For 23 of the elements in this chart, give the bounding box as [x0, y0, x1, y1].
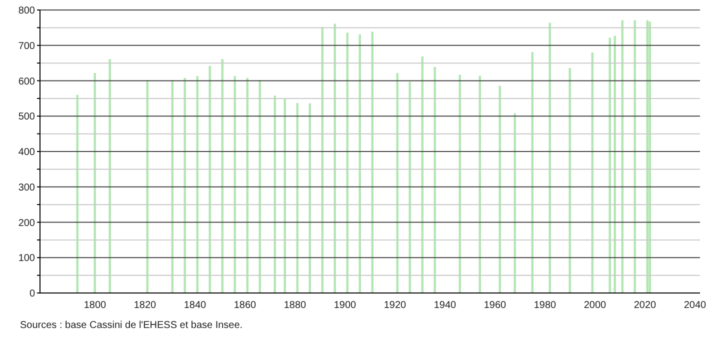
y-tick-label: 700 — [18, 40, 36, 52]
x-tick-label: 1860 — [234, 300, 257, 312]
x-tick-label: 2000 — [584, 300, 607, 312]
y-tick-label: 500 — [18, 112, 36, 123]
y-tick-label: 600 — [18, 76, 36, 88]
source-note: Sources : base Cassini de l'EHESS et base Insee. — [20, 320, 243, 331]
y-tick-label: 800 — [18, 6, 36, 17]
x-tick-label: 1920 — [384, 300, 407, 312]
x-tick-label: 1940 — [434, 300, 457, 312]
x-tick-label: 2040 — [684, 300, 707, 312]
x-tick-label: 1980 — [534, 300, 557, 312]
x-tick-label: 1900 — [334, 300, 357, 312]
x-tick-label: 1840 — [184, 300, 207, 312]
x-tick-label: 1880 — [284, 300, 307, 312]
x-tick-label: 1820 — [134, 300, 157, 312]
y-tick-label: 200 — [18, 218, 36, 229]
x-tick-label: 1800 — [84, 300, 107, 312]
y-tick-label: 300 — [18, 182, 36, 194]
x-tick-label: 1960 — [484, 300, 507, 312]
x-tick-label: 2020 — [634, 300, 657, 312]
y-tick-label: 400 — [18, 147, 36, 158]
y-tick-label: 0 — [29, 288, 36, 300]
y-tick-label: 100 — [18, 253, 36, 264]
